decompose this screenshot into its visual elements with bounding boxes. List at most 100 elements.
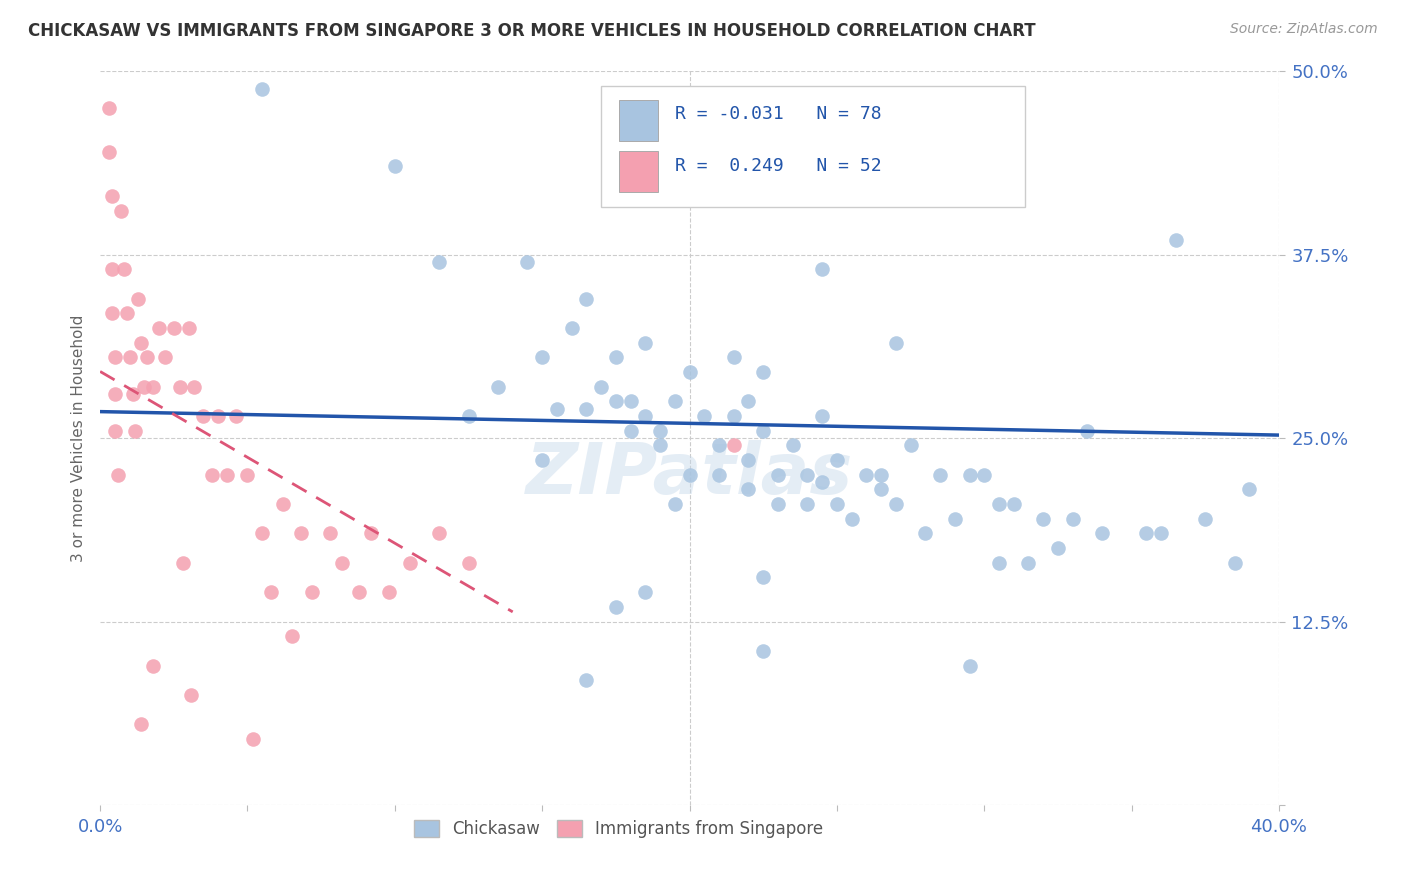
Point: [914, 526, 936, 541]
Point: [225, 409, 247, 423]
Point: [290, 526, 312, 541]
Point: [531, 453, 554, 467]
Point: [723, 351, 745, 365]
Point: [605, 599, 627, 614]
Point: [104, 351, 127, 365]
Point: [101, 189, 124, 203]
Point: [811, 475, 834, 489]
Point: [825, 453, 848, 467]
Point: [664, 497, 686, 511]
Point: [959, 467, 981, 482]
Point: [101, 306, 124, 320]
Point: [561, 321, 583, 335]
Point: [752, 570, 775, 584]
Point: [678, 365, 700, 379]
Point: [811, 409, 834, 423]
Point: [121, 387, 143, 401]
Point: [1017, 556, 1039, 570]
Point: [136, 351, 159, 365]
Point: [707, 467, 730, 482]
FancyBboxPatch shape: [619, 100, 658, 141]
Point: [127, 292, 149, 306]
Point: [664, 394, 686, 409]
Point: [1150, 526, 1173, 541]
Point: [110, 203, 132, 218]
Point: [112, 262, 135, 277]
Point: [1164, 233, 1187, 247]
Point: [250, 526, 273, 541]
Point: [148, 321, 170, 335]
Point: [634, 409, 657, 423]
Point: [1032, 512, 1054, 526]
Y-axis label: 3 or more Vehicles in Household: 3 or more Vehicles in Household: [72, 314, 86, 562]
Point: [648, 424, 671, 438]
Point: [531, 351, 554, 365]
Text: R = -0.031   N = 78: R = -0.031 N = 78: [675, 105, 882, 123]
Point: [236, 467, 259, 482]
Point: [1046, 541, 1069, 555]
Point: [260, 585, 283, 599]
Point: [172, 556, 194, 570]
Point: [427, 526, 450, 541]
Point: [193, 409, 215, 423]
Point: [707, 438, 730, 452]
Point: [1239, 483, 1261, 497]
Point: [752, 644, 775, 658]
Point: [1076, 424, 1098, 438]
Point: [427, 255, 450, 269]
Point: [163, 321, 186, 335]
Point: [752, 365, 775, 379]
Point: [693, 409, 716, 423]
Point: [648, 438, 671, 452]
Point: [516, 255, 538, 269]
Point: [546, 401, 568, 416]
Point: [134, 379, 156, 393]
Point: [884, 335, 907, 350]
Point: [870, 483, 893, 497]
Point: [384, 160, 406, 174]
Point: [811, 262, 834, 277]
Point: [398, 556, 420, 570]
Point: [280, 629, 302, 643]
Point: [124, 424, 146, 438]
Point: [900, 438, 922, 452]
Point: [737, 394, 759, 409]
FancyBboxPatch shape: [602, 86, 1025, 207]
Point: [1194, 512, 1216, 526]
Point: [131, 717, 153, 731]
Point: [1062, 512, 1084, 526]
Text: CHICKASAW VS IMMIGRANTS FROM SINGAPORE 3 OR MORE VEHICLES IN HOUSEHOLD CORRELATI: CHICKASAW VS IMMIGRANTS FROM SINGAPORE 3…: [28, 22, 1036, 40]
Point: [766, 467, 789, 482]
Point: [98, 145, 121, 159]
Point: [929, 467, 952, 482]
Point: [620, 394, 643, 409]
Point: [752, 424, 775, 438]
Point: [319, 526, 342, 541]
Point: [201, 467, 224, 482]
Point: [330, 556, 353, 570]
Point: [215, 467, 238, 482]
Point: [250, 81, 273, 95]
Text: R =  0.249   N = 52: R = 0.249 N = 52: [675, 157, 882, 175]
Point: [575, 292, 598, 306]
Point: [1091, 526, 1114, 541]
Point: [796, 497, 818, 511]
Point: [104, 424, 127, 438]
Point: [870, 467, 893, 482]
Point: [153, 351, 176, 365]
Point: [142, 379, 165, 393]
Point: [973, 467, 995, 482]
Point: [855, 467, 877, 482]
Point: [177, 321, 200, 335]
Point: [575, 401, 598, 416]
Point: [884, 497, 907, 511]
Point: [634, 585, 657, 599]
Point: [486, 379, 509, 393]
Point: [457, 556, 479, 570]
Point: [959, 658, 981, 673]
FancyBboxPatch shape: [619, 152, 658, 192]
Point: [943, 512, 966, 526]
Point: [723, 438, 745, 452]
Point: [115, 306, 138, 320]
Point: [796, 467, 818, 482]
